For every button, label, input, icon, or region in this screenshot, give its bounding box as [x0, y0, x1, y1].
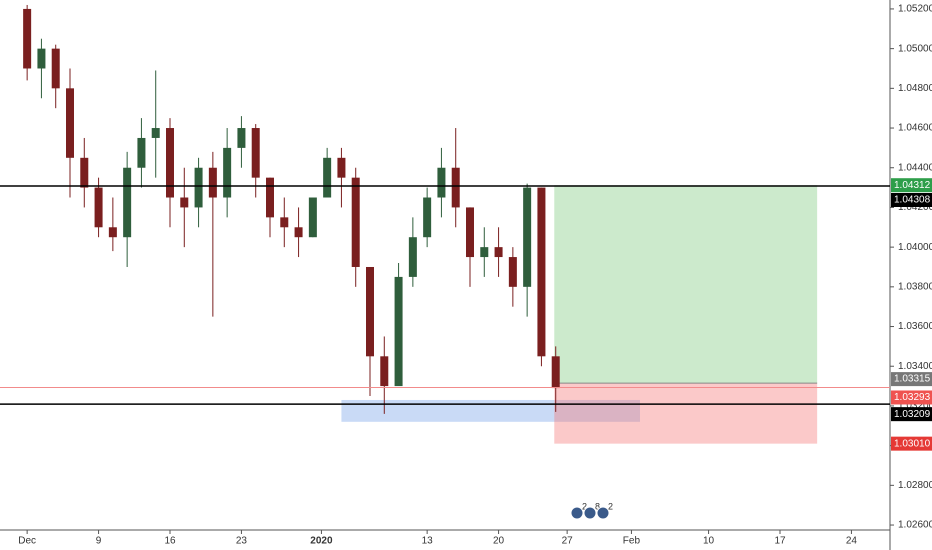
candle-body — [237, 128, 246, 148]
x-tick-label: 27 — [562, 536, 574, 547]
candle-body — [451, 167, 460, 208]
y-tick-label: 1.04800 — [898, 83, 932, 94]
candle-body — [23, 8, 32, 69]
event-icon — [583, 506, 597, 520]
x-tick-label: 10 — [703, 536, 715, 547]
x-tick-label: 16 — [164, 536, 176, 547]
y-tick-label: 1.02800 — [898, 480, 932, 491]
y-tick-label: 1.04200 — [898, 202, 932, 213]
event-icon — [596, 506, 610, 520]
price-label: 1.03293 — [894, 392, 931, 403]
candle-body — [180, 197, 189, 208]
price-label-bg — [891, 436, 932, 451]
support-zone — [341, 399, 640, 422]
y-tick-label: 1.03800 — [898, 281, 932, 292]
y-tick-label: 1.04600 — [898, 123, 932, 134]
candle-body — [337, 157, 346, 178]
candle-body — [380, 356, 389, 387]
x-tick-label: 17 — [774, 536, 786, 547]
price-label: 1.04312 — [894, 180, 931, 191]
candle-body — [366, 266, 374, 357]
event-icon — [570, 506, 584, 520]
candle-body — [466, 207, 474, 258]
price-label-bg — [891, 192, 932, 207]
candle-body — [151, 128, 160, 138]
candle-body — [351, 177, 360, 267]
event-count: 8 — [595, 501, 600, 511]
candle-body — [394, 276, 403, 387]
y-tick-label: 1.04000 — [898, 242, 932, 253]
price-label-bg — [891, 407, 932, 422]
price-label: 1.03315 — [894, 374, 931, 385]
candle-body — [294, 227, 303, 238]
x-tick-label: 2020 — [310, 536, 333, 547]
y-tick-label: 1.04400 — [898, 162, 932, 173]
candle-body — [480, 247, 489, 258]
x-tick-label: 23 — [236, 536, 248, 547]
candle-body — [251, 128, 260, 178]
candle-body — [123, 167, 132, 238]
price-label-bg — [891, 390, 932, 405]
candle-body — [223, 147, 232, 198]
candle-body — [408, 237, 417, 277]
candle-body — [323, 157, 332, 198]
loss-zone — [554, 383, 818, 444]
price-label: 1.04308 — [894, 195, 931, 206]
candle-body — [508, 257, 517, 287]
candle-body — [108, 227, 117, 238]
x-tick-label: 20 — [493, 536, 505, 547]
y-tick-label: 1.02600 — [898, 520, 932, 531]
price-label-bg — [891, 178, 932, 193]
event-count: 2 — [582, 501, 587, 511]
candle-body — [551, 356, 560, 389]
y-tick-label: 1.03600 — [898, 321, 932, 332]
candle-body — [280, 217, 289, 228]
y-tick-label: 1.03200 — [898, 401, 932, 412]
candle-body — [423, 197, 432, 238]
price-label: 1.03010 — [894, 438, 931, 449]
candle-body — [208, 167, 217, 198]
candle-body — [80, 157, 89, 188]
candle-body — [37, 48, 46, 69]
x-tick-label: 24 — [846, 536, 858, 547]
price-label-bg — [891, 372, 932, 387]
y-tick-label: 1.05200 — [898, 4, 932, 15]
candle-body — [94, 187, 103, 228]
candle-body — [166, 128, 174, 198]
candle-body — [51, 48, 60, 89]
candle-body — [523, 187, 532, 287]
profit-zone — [554, 185, 818, 384]
candle-body — [437, 167, 446, 198]
x-tick-label: 13 — [422, 536, 434, 547]
y-tick-label: 1.05000 — [898, 43, 932, 54]
candle-body — [137, 137, 146, 168]
y-tick-label: 1.03400 — [898, 361, 932, 372]
candle-body — [266, 177, 274, 218]
price-label: 1.03209 — [894, 409, 931, 420]
event-count: 2 — [608, 501, 613, 511]
candle-body — [537, 187, 546, 357]
candle-body — [494, 247, 503, 258]
candle-body — [194, 167, 203, 208]
x-tick-label: 9 — [96, 536, 102, 547]
x-tick-label: Dec — [18, 536, 36, 547]
candle-body — [308, 197, 317, 238]
x-tick-label: Feb — [623, 536, 641, 547]
candle-body — [66, 88, 74, 158]
